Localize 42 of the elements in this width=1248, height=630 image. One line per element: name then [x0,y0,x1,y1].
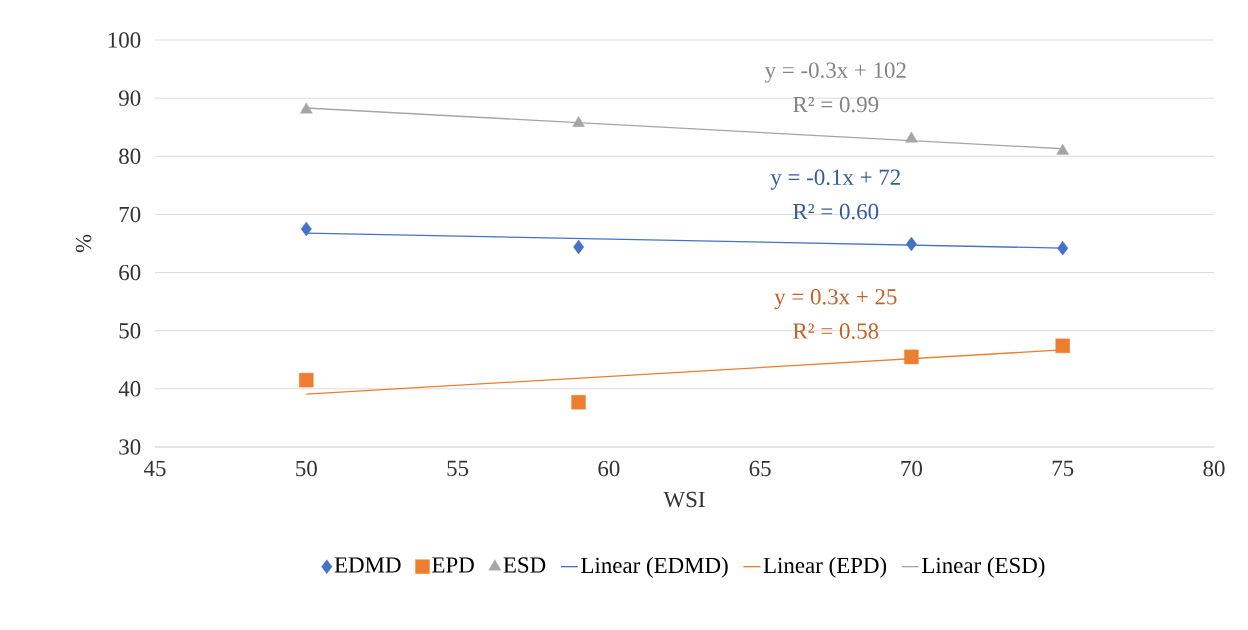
x-tick-label: 50 [296,460,317,477]
point [300,102,313,114]
point [300,221,312,237]
x-tick-label: 70 [901,460,923,477]
x-tick-label: 75 [1052,460,1074,477]
annotation: R² = 0.99 [793,96,879,113]
y-tick-label: 70 [119,206,141,223]
point [572,115,585,127]
legend-label: Linear (ESD) [922,556,1045,578]
x-tick-label: 45 [144,460,166,477]
point [904,349,919,365]
x-tick-label: 80 [1203,460,1225,477]
legend-label: ESD [503,557,546,573]
point [573,239,585,255]
point [1055,338,1070,354]
x-tick-label: 65 [749,460,771,477]
point [1057,240,1069,256]
y-tick-label: 30 [119,439,141,455]
y-tick-label: 40 [118,381,141,397]
legend-label: EPD [432,557,474,573]
y-tick-label: 80 [119,148,141,165]
annotation: y = 0.3x + 25 [774,289,897,310]
point [1056,143,1069,155]
annotation: R² = 0.60 [793,203,879,220]
point [905,236,917,252]
legend-label: Linear (EDMD) [581,556,728,578]
annotation: R² = 0.58 [793,323,879,339]
x-tick-label: 60 [598,460,620,477]
x-tick-label: 55 [447,460,469,477]
point [299,372,314,388]
annotation: y = -0.1x + 72 [770,169,900,190]
y-tick-label: 90 [118,90,141,106]
y-tick-label: 100 [108,32,141,48]
y-tick-label: 60 [119,264,141,281]
y-axis-title: % [75,234,92,253]
annotation: y = -0.3x + 102 [764,62,906,83]
point [571,395,586,410]
legend-label: EDMD [334,557,401,573]
x-axis-title: WSI [663,491,705,508]
point [905,131,918,143]
y-tick-label: 50 [119,322,141,339]
legend-label: Linear (EPD) [763,556,887,578]
